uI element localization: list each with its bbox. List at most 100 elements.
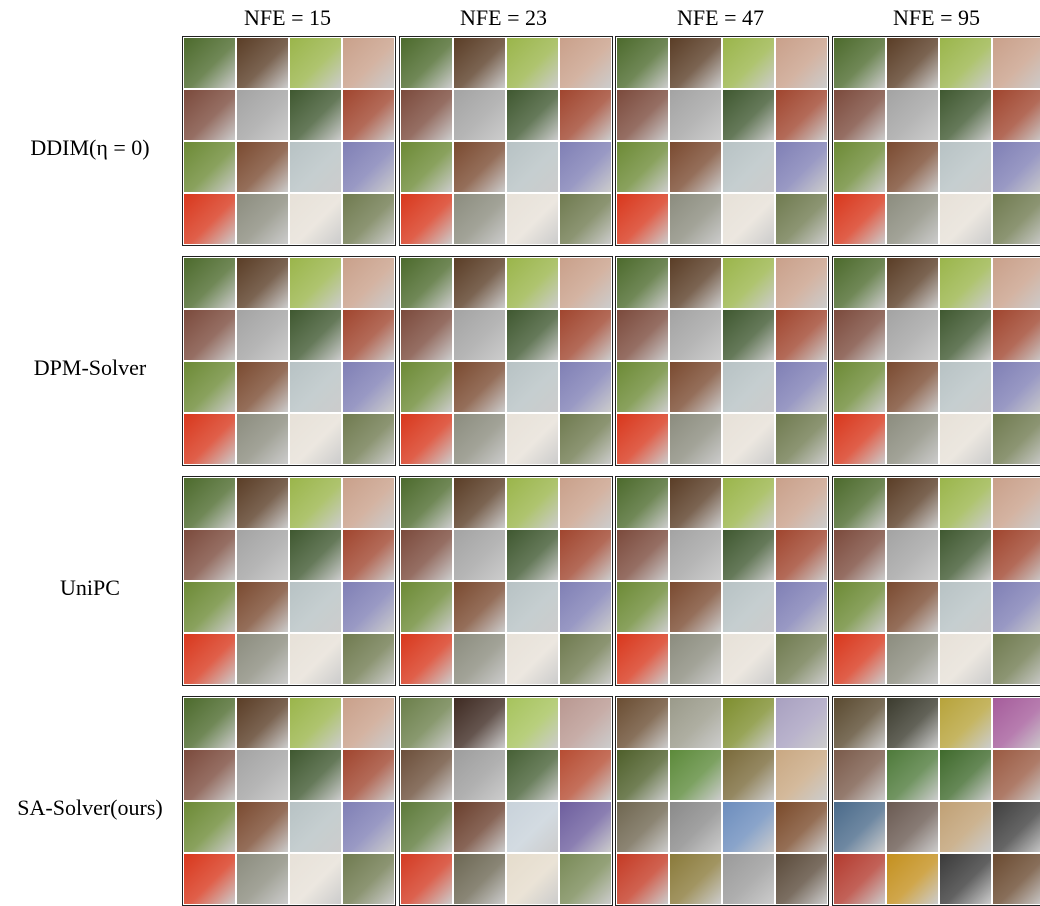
sample-image	[776, 582, 827, 632]
sample-panel-unipc-nfe-23	[399, 476, 613, 686]
sample-image	[670, 310, 721, 360]
sample-image	[560, 634, 611, 684]
sample-image	[940, 698, 991, 748]
sample-image	[723, 582, 774, 632]
sample-image	[887, 750, 938, 800]
sample-panel-dpm-solver-nfe-15	[182, 256, 396, 466]
sample-panel-sa-solver-nfe-23	[399, 696, 613, 906]
sample-image	[401, 90, 452, 140]
sample-image	[401, 634, 452, 684]
sample-image	[776, 90, 827, 140]
sample-image	[237, 698, 288, 748]
sample-image	[887, 802, 938, 852]
sample-image	[184, 258, 235, 308]
sample-image	[290, 802, 341, 852]
sample-image	[290, 362, 341, 412]
sample-image	[507, 414, 558, 464]
sample-image	[343, 634, 394, 684]
sample-image	[887, 258, 938, 308]
sample-image	[670, 194, 721, 244]
sample-image	[290, 698, 341, 748]
sample-image	[401, 362, 452, 412]
sample-image	[834, 478, 885, 528]
sample-image	[507, 38, 558, 88]
sample-panel-ddim-nfe-23	[399, 36, 613, 246]
sample-image	[454, 362, 505, 412]
sample-image	[993, 90, 1040, 140]
column-header-nfe-95: NFE = 95	[893, 5, 980, 30]
sample-image	[237, 258, 288, 308]
sample-image	[560, 258, 611, 308]
sample-image	[834, 414, 885, 464]
sample-image	[507, 478, 558, 528]
sample-panel-sa-solver-nfe-15	[182, 696, 396, 906]
sample-image	[993, 310, 1040, 360]
sample-image	[723, 854, 774, 904]
sample-image	[237, 478, 288, 528]
sample-image	[290, 194, 341, 244]
sample-image	[617, 634, 668, 684]
sample-image	[184, 750, 235, 800]
sample-image	[940, 582, 991, 632]
sample-image	[454, 582, 505, 632]
sample-image	[940, 38, 991, 88]
sample-image	[454, 530, 505, 580]
sample-image	[343, 478, 394, 528]
sample-image	[560, 310, 611, 360]
sample-panel-dpm-solver-nfe-47	[615, 256, 829, 466]
sample-image	[454, 802, 505, 852]
sample-image	[454, 750, 505, 800]
sample-image	[237, 750, 288, 800]
sample-image	[560, 802, 611, 852]
sample-image	[454, 414, 505, 464]
sample-image	[290, 634, 341, 684]
sample-image	[454, 310, 505, 360]
sample-image	[507, 750, 558, 800]
sample-image	[560, 478, 611, 528]
sample-image	[940, 854, 991, 904]
sample-image	[776, 414, 827, 464]
sample-image	[670, 802, 721, 852]
sample-image	[401, 38, 452, 88]
sample-image	[343, 90, 394, 140]
sample-image	[834, 194, 885, 244]
sample-image	[993, 414, 1040, 464]
sample-image	[834, 362, 885, 412]
sample-image	[617, 362, 668, 412]
sample-image	[290, 854, 341, 904]
sample-image	[343, 414, 394, 464]
sample-image	[401, 854, 452, 904]
sample-image	[776, 310, 827, 360]
sample-image	[454, 38, 505, 88]
sample-image	[834, 854, 885, 904]
sample-image	[993, 38, 1040, 88]
sample-image	[940, 90, 991, 140]
sample-image	[834, 258, 885, 308]
sample-image	[617, 310, 668, 360]
sample-image	[507, 258, 558, 308]
sample-image	[184, 582, 235, 632]
sample-image	[993, 698, 1040, 748]
sample-image	[401, 194, 452, 244]
sample-image	[454, 478, 505, 528]
sample-image	[401, 310, 452, 360]
sample-image	[670, 258, 721, 308]
sample-image	[290, 530, 341, 580]
sample-image	[834, 142, 885, 192]
sample-image	[723, 362, 774, 412]
sample-image	[993, 142, 1040, 192]
sample-image	[993, 802, 1040, 852]
sample-image	[834, 90, 885, 140]
sample-image	[560, 362, 611, 412]
sample-image	[560, 582, 611, 632]
sample-image	[670, 750, 721, 800]
sample-image	[723, 90, 774, 140]
sample-image	[237, 530, 288, 580]
sample-image	[617, 90, 668, 140]
sample-image	[290, 90, 341, 140]
sample-image	[887, 194, 938, 244]
sample-image	[887, 414, 938, 464]
sample-image	[507, 90, 558, 140]
sample-image	[887, 362, 938, 412]
sample-image	[723, 142, 774, 192]
